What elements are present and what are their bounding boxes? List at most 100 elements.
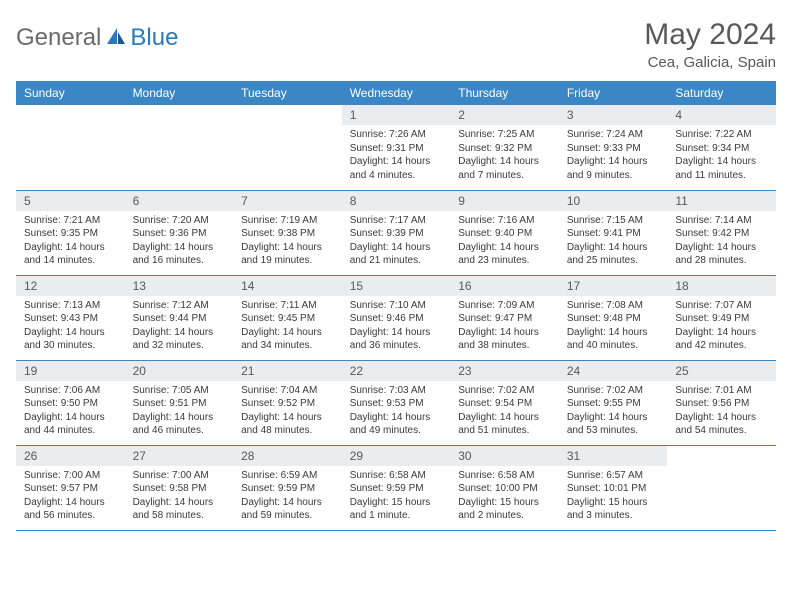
daylight-text: Daylight: 14 hours and 49 minutes. (350, 411, 443, 438)
sunset-text: Sunset: 9:59 PM (241, 482, 334, 496)
sunset-text: Sunset: 9:45 PM (241, 312, 334, 326)
week-row: 26Sunrise: 7:00 AMSunset: 9:57 PMDayligh… (16, 445, 776, 530)
day-details: Sunrise: 7:17 AMSunset: 9:39 PMDaylight:… (342, 211, 451, 274)
sunrise-text: Sunrise: 7:07 AM (675, 299, 768, 313)
day-number: 10 (559, 191, 668, 211)
day-cell: 8Sunrise: 7:17 AMSunset: 9:39 PMDaylight… (342, 190, 451, 275)
sunrise-text: Sunrise: 7:09 AM (458, 299, 551, 313)
daylight-text: Daylight: 14 hours and 23 minutes. (458, 241, 551, 268)
day-number: 29 (342, 446, 451, 466)
daylight-text: Daylight: 14 hours and 30 minutes. (24, 326, 117, 353)
sunset-text: Sunset: 10:00 PM (458, 482, 551, 496)
day-number: 27 (125, 446, 234, 466)
sunset-text: Sunset: 9:38 PM (241, 227, 334, 241)
day-number: 5 (16, 191, 125, 211)
day-cell: 1Sunrise: 7:26 AMSunset: 9:31 PMDaylight… (342, 105, 451, 190)
sunrise-text: Sunrise: 7:15 AM (567, 214, 660, 228)
day-cell: 12Sunrise: 7:13 AMSunset: 9:43 PMDayligh… (16, 275, 125, 360)
daylight-text: Daylight: 14 hours and 16 minutes. (133, 241, 226, 268)
day-details: Sunrise: 7:00 AMSunset: 9:58 PMDaylight:… (125, 466, 234, 529)
month-title: May 2024 (644, 18, 776, 52)
sunset-text: Sunset: 9:55 PM (567, 397, 660, 411)
sunset-text: Sunset: 9:47 PM (458, 312, 551, 326)
daylight-text: Daylight: 14 hours and 48 minutes. (241, 411, 334, 438)
day-details: Sunrise: 7:21 AMSunset: 9:35 PMDaylight:… (16, 211, 125, 274)
day-details: Sunrise: 7:09 AMSunset: 9:47 PMDaylight:… (450, 296, 559, 359)
sunrise-text: Sunrise: 7:25 AM (458, 128, 551, 142)
sunrise-text: Sunrise: 7:05 AM (133, 384, 226, 398)
sunset-text: Sunset: 9:54 PM (458, 397, 551, 411)
daylight-text: Daylight: 15 hours and 2 minutes. (458, 496, 551, 523)
sunset-text: Sunset: 9:48 PM (567, 312, 660, 326)
day-details: Sunrise: 6:57 AMSunset: 10:01 PMDaylight… (559, 466, 668, 529)
day-number: 17 (559, 276, 668, 296)
day-details: Sunrise: 7:07 AMSunset: 9:49 PMDaylight:… (667, 296, 776, 359)
day-details: Sunrise: 6:58 AMSunset: 10:00 PMDaylight… (450, 466, 559, 529)
day-number: 23 (450, 361, 559, 381)
daylight-text: Daylight: 14 hours and 34 minutes. (241, 326, 334, 353)
day-cell: 14Sunrise: 7:11 AMSunset: 9:45 PMDayligh… (233, 275, 342, 360)
day-number: 12 (16, 276, 125, 296)
day-number: 26 (16, 446, 125, 466)
sunrise-text: Sunrise: 7:11 AM (241, 299, 334, 313)
weekday-monday: Monday (125, 81, 234, 105)
daylight-text: Daylight: 14 hours and 56 minutes. (24, 496, 117, 523)
day-details: Sunrise: 7:22 AMSunset: 9:34 PMDaylight:… (667, 125, 776, 188)
day-number: 8 (342, 191, 451, 211)
day-number: 13 (125, 276, 234, 296)
day-details: Sunrise: 7:16 AMSunset: 9:40 PMDaylight:… (450, 211, 559, 274)
day-cell: 16Sunrise: 7:09 AMSunset: 9:47 PMDayligh… (450, 275, 559, 360)
sunset-text: Sunset: 9:53 PM (350, 397, 443, 411)
day-number: 16 (450, 276, 559, 296)
day-details: Sunrise: 7:19 AMSunset: 9:38 PMDaylight:… (233, 211, 342, 274)
day-details: Sunrise: 6:58 AMSunset: 9:59 PMDaylight:… (342, 466, 451, 529)
day-cell: 31Sunrise: 6:57 AMSunset: 10:01 PMDaylig… (559, 445, 668, 530)
weekday-saturday: Saturday (667, 81, 776, 105)
daylight-text: Daylight: 14 hours and 21 minutes. (350, 241, 443, 268)
week-row: 19Sunrise: 7:06 AMSunset: 9:50 PMDayligh… (16, 360, 776, 445)
daylight-text: Daylight: 15 hours and 3 minutes. (567, 496, 660, 523)
day-number (233, 105, 342, 125)
logo-sail-icon (105, 26, 127, 51)
day-cell: 28Sunrise: 6:59 AMSunset: 9:59 PMDayligh… (233, 445, 342, 530)
sunset-text: Sunset: 9:52 PM (241, 397, 334, 411)
daylight-text: Daylight: 14 hours and 58 minutes. (133, 496, 226, 523)
day-details: Sunrise: 7:01 AMSunset: 9:56 PMDaylight:… (667, 381, 776, 444)
day-number (125, 105, 234, 125)
day-number: 22 (342, 361, 451, 381)
sunset-text: Sunset: 9:44 PM (133, 312, 226, 326)
sunset-text: Sunset: 9:35 PM (24, 227, 117, 241)
day-number: 18 (667, 276, 776, 296)
daylight-text: Daylight: 14 hours and 7 minutes. (458, 155, 551, 182)
header: General Blue May 2024 Cea, Galicia, Spai… (16, 18, 776, 71)
daylight-text: Daylight: 14 hours and 11 minutes. (675, 155, 768, 182)
sunrise-text: Sunrise: 7:04 AM (241, 384, 334, 398)
sunset-text: Sunset: 9:42 PM (675, 227, 768, 241)
weekday-thursday: Thursday (450, 81, 559, 105)
sunset-text: Sunset: 9:46 PM (350, 312, 443, 326)
sunrise-text: Sunrise: 7:24 AM (567, 128, 660, 142)
sunset-text: Sunset: 9:40 PM (458, 227, 551, 241)
week-row: 5Sunrise: 7:21 AMSunset: 9:35 PMDaylight… (16, 190, 776, 275)
day-details: Sunrise: 6:59 AMSunset: 9:59 PMDaylight:… (233, 466, 342, 529)
sunrise-text: Sunrise: 7:02 AM (458, 384, 551, 398)
day-details: Sunrise: 7:06 AMSunset: 9:50 PMDaylight:… (16, 381, 125, 444)
daylight-text: Daylight: 14 hours and 59 minutes. (241, 496, 334, 523)
day-cell: 6Sunrise: 7:20 AMSunset: 9:36 PMDaylight… (125, 190, 234, 275)
daylight-text: Daylight: 14 hours and 36 minutes. (350, 326, 443, 353)
day-cell: 23Sunrise: 7:02 AMSunset: 9:54 PMDayligh… (450, 360, 559, 445)
sunrise-text: Sunrise: 7:20 AM (133, 214, 226, 228)
sunrise-text: Sunrise: 7:00 AM (24, 469, 117, 483)
day-cell: 13Sunrise: 7:12 AMSunset: 9:44 PMDayligh… (125, 275, 234, 360)
brand-text-blue: Blue (130, 24, 178, 52)
daylight-text: Daylight: 14 hours and 44 minutes. (24, 411, 117, 438)
sunset-text: Sunset: 9:58 PM (133, 482, 226, 496)
sunset-text: Sunset: 9:32 PM (458, 142, 551, 156)
day-number: 3 (559, 105, 668, 125)
sunrise-text: Sunrise: 7:17 AM (350, 214, 443, 228)
weekday-wednesday: Wednesday (342, 81, 451, 105)
daylight-text: Daylight: 15 hours and 1 minute. (350, 496, 443, 523)
day-details: Sunrise: 7:04 AMSunset: 9:52 PMDaylight:… (233, 381, 342, 444)
brand-text-general: General (16, 24, 101, 52)
day-cell: 21Sunrise: 7:04 AMSunset: 9:52 PMDayligh… (233, 360, 342, 445)
